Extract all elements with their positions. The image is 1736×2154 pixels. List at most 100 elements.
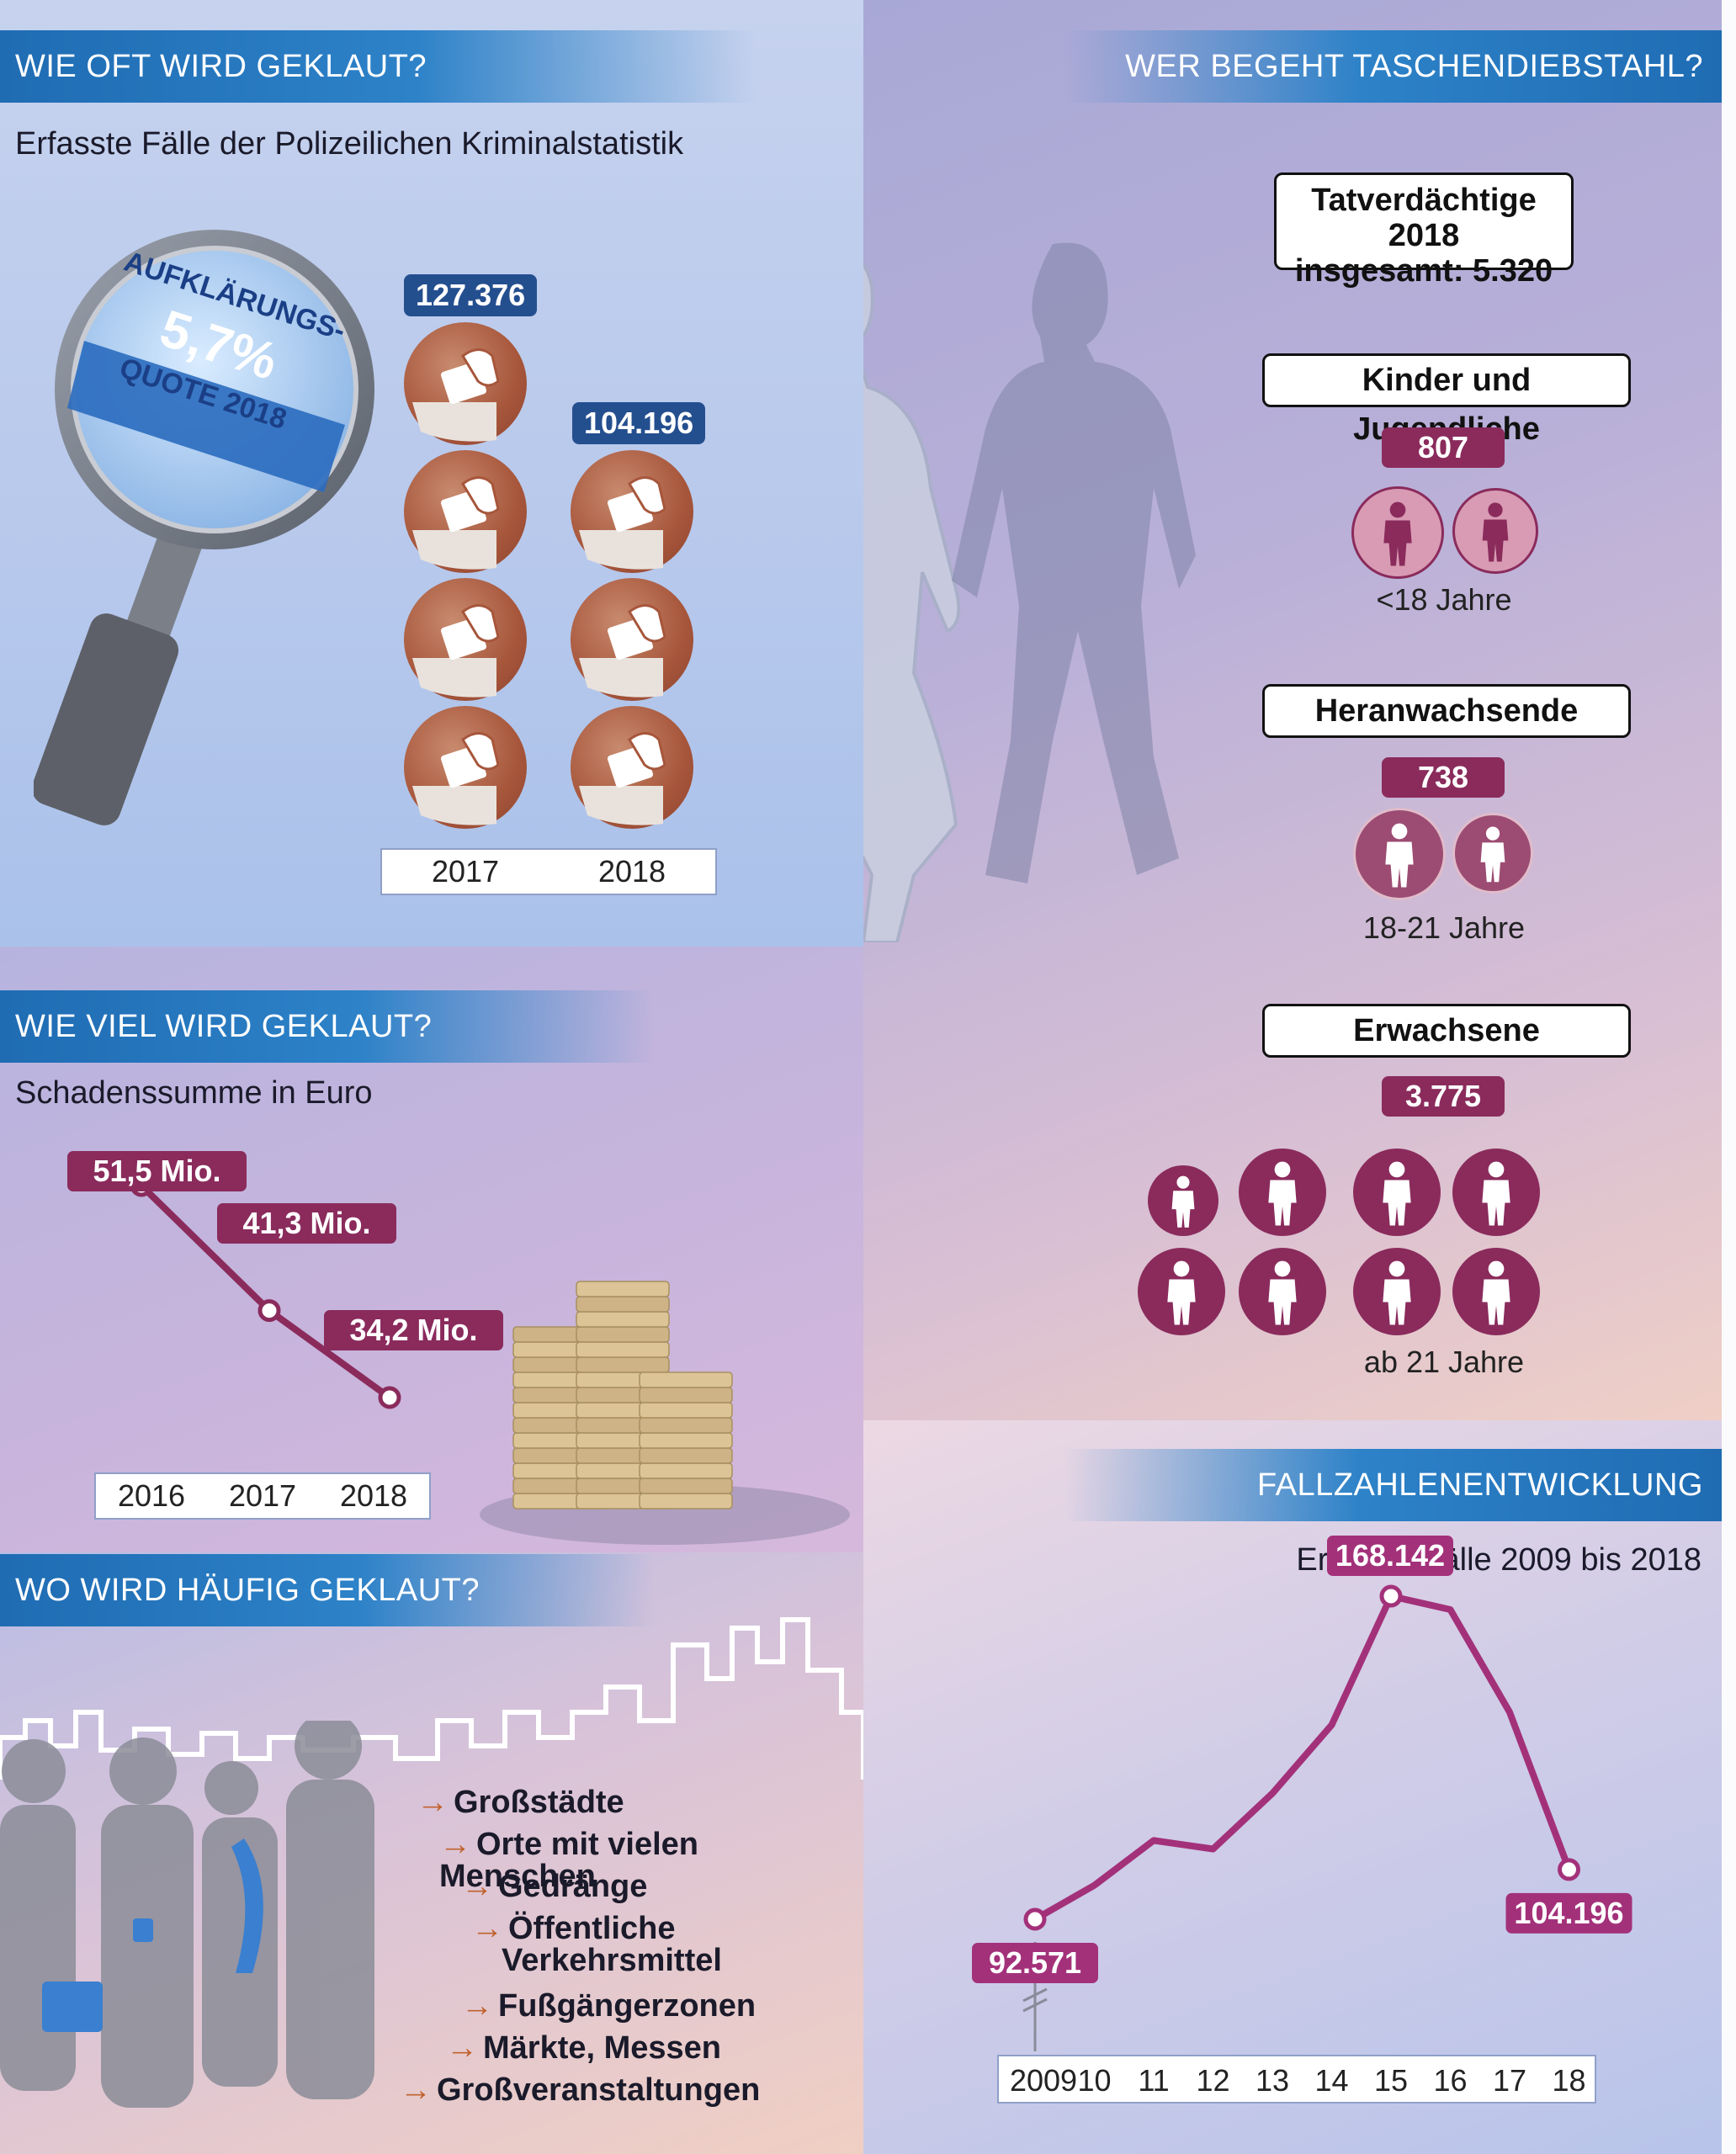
hand-with-wallet-icon (404, 450, 527, 573)
trend-year-label: 16 (1433, 2063, 1467, 2098)
where-list-item: → Orte mit vielen Menschen (439, 1828, 863, 1892)
trend-year-label: 11 (1138, 2063, 1169, 2098)
trend-data-label: 168.142 (1335, 1538, 1445, 1573)
person-icon (1452, 1149, 1540, 1236)
coin-stack-piece (576, 1326, 670, 1343)
person-icon (1353, 1248, 1441, 1335)
trend-series-line (1033, 1593, 1573, 1923)
coin-stack-piece (639, 1478, 733, 1494)
section-title-how-often: WIE OFT WIRD GEKLAUT? (0, 30, 756, 103)
person-icon (1452, 813, 1533, 894)
coin-stack-piece (576, 1281, 670, 1297)
group-age-adolescents: 18-21 Jahre (1362, 910, 1526, 945)
person-icon (1452, 488, 1538, 574)
trend-point (1023, 1907, 1047, 1931)
thief-silhouette-icon (952, 242, 1196, 884)
hand-with-wallet-icon (571, 450, 693, 573)
section-title-where: WO WIRD HÄUFIG GEKLAUT? (0, 1554, 655, 1626)
group-count-adolescents: 738 (1382, 757, 1505, 798)
coin-stack-piece (576, 1356, 670, 1373)
group-age-children: <18 Jahre (1376, 582, 1512, 617)
total-suspects-line2: insgesamt: 5.320 (1294, 252, 1553, 289)
woman-silhouette-icon (863, 262, 961, 942)
trend-year-label: 14 (1314, 2063, 1348, 2098)
hand-with-wallet-icon (571, 578, 693, 701)
hand-with-wallet-icon (404, 706, 527, 829)
where-item-text: Märkte, Messen (483, 2030, 722, 2066)
where-list-item: → Großstädte (417, 1786, 624, 1818)
coin-stack-piece (576, 1311, 670, 1328)
group-count-adults: 3.775 (1382, 1076, 1505, 1117)
coin-stacks-icon (480, 1281, 850, 1545)
damage-line-chart: 51,5 Mio. 41,3 Mio. 34,2 Mio. (67, 1151, 503, 1409)
year-label-2017: 2017 (431, 854, 500, 889)
where-list-item: → Fußgängerzonen (461, 1990, 756, 2022)
arrow-right-icon: → (446, 2030, 478, 2066)
trend-year-label: 2009 (1010, 2063, 1077, 2098)
trend-year-label: 18 (1552, 2063, 1585, 2098)
damage-label-bg (67, 1151, 247, 1191)
trend-label-bg (972, 1943, 1098, 1983)
group-box-children: Kinder und Jugendliche (1262, 353, 1631, 447)
coin-stack-piece (576, 1341, 670, 1358)
where-item-text: Fußgängerzonen (498, 1988, 757, 2024)
where-item-text: Öffentliche (508, 1911, 676, 1946)
coin-stack-piece (576, 1296, 670, 1313)
person-icon (1239, 1149, 1326, 1236)
bar-2017-label: 127.376 (404, 274, 538, 316)
damage-year-2017: 2017 (228, 1478, 297, 1513)
where-item-text: Orte mit vielen Menschen (439, 1827, 698, 1894)
person-icon (1353, 808, 1446, 900)
trend-point (1379, 1584, 1403, 1608)
year-label-2018: 2018 (597, 854, 666, 889)
trend-data-label: 104.196 (1514, 1896, 1623, 1930)
group-count-children: 807 (1382, 427, 1505, 468)
magnifier-icon (34, 230, 374, 825)
section-how-often: WIE OFT WIRD GEKLAUT? Erfasste Fälle der… (0, 0, 863, 947)
group-box-adults: Erwachsene (1262, 1004, 1631, 1058)
section-title-how-much: WIE VIEL WIRD GEKLAUT? (0, 990, 655, 1063)
section-who: WER BEGEHT TASCHENDIEBSTAHL? Tatverdächt… (863, 0, 1722, 1420)
coin-stack-piece (639, 1402, 733, 1419)
section-subtitle-how-often: Erfasste Fälle der Polizeilichen Krimina… (15, 126, 684, 162)
person-icon (1353, 1149, 1441, 1236)
person-icon (1239, 1248, 1326, 1335)
coin-stack-piece (639, 1432, 733, 1449)
where-list-item: → Großveranstaltungen (400, 2074, 760, 2106)
damage-data-label: 51,5 Mio. (93, 1154, 220, 1188)
person-icon (1452, 1248, 1540, 1335)
trend-data-label: 92.571 (989, 1945, 1081, 1980)
where-list-item: → Gedränge (461, 1870, 647, 1902)
section-subtitle-how-much: Schadenssumme in Euro (15, 1075, 373, 1111)
total-suspects-box: Tatverdächtige 2018 insgesamt: 5.320 (1274, 172, 1574, 288)
trend-year-label: 13 (1256, 2063, 1289, 2098)
damage-data-label: 34,2 Mio. (349, 1313, 477, 1347)
coin-stack-piece (639, 1447, 733, 1464)
arrow-right-icon: → (400, 2072, 432, 2108)
group-age-adults: ab 21 Jahre (1363, 1345, 1525, 1379)
damage-label-bg (324, 1310, 503, 1350)
damage-year-2016: 2016 (117, 1478, 186, 1513)
arrow-right-icon: → (439, 1827, 471, 1862)
section-title-who: WER BEGEHT TASCHENDIEBSTAHL? (1064, 30, 1722, 103)
trend-label-bg (1505, 1892, 1632, 1934)
hand-with-wallet-icon (404, 578, 527, 701)
coin-stack-piece (639, 1493, 733, 1509)
arrow-right-icon: → (471, 1911, 503, 1946)
coin-stack-piece (639, 1371, 733, 1388)
section-where: WO WIRD HÄUFIG GEKLAUT? → Großstädte → Orte… (0, 1552, 863, 2154)
where-item-text: Großstädte (454, 1785, 624, 1820)
hand-with-wallet-icon (404, 322, 527, 445)
trend-year-label: 12 (1196, 2063, 1229, 2098)
bar-2018-label: 104.196 (572, 402, 706, 444)
where-item-text: Großveranstaltungen (437, 2072, 761, 2108)
total-suspects-line1: Tatverdächtige 2018 (1311, 183, 1537, 253)
person-icon (1351, 486, 1444, 579)
section-trend: FALLZAHLENENTWICKLUNG Erfasste Fälle 200… (863, 1420, 1722, 2154)
coin-stack-piece (639, 1417, 733, 1434)
trend-label-bg (1327, 1536, 1453, 1576)
damage-year-2018: 2018 (339, 1478, 408, 1513)
person-icon (1148, 1165, 1218, 1236)
section-title-trend: FALLZAHLENENTWICKLUNG (1064, 1449, 1722, 1521)
trend-year-label: 15 (1374, 2063, 1408, 2098)
